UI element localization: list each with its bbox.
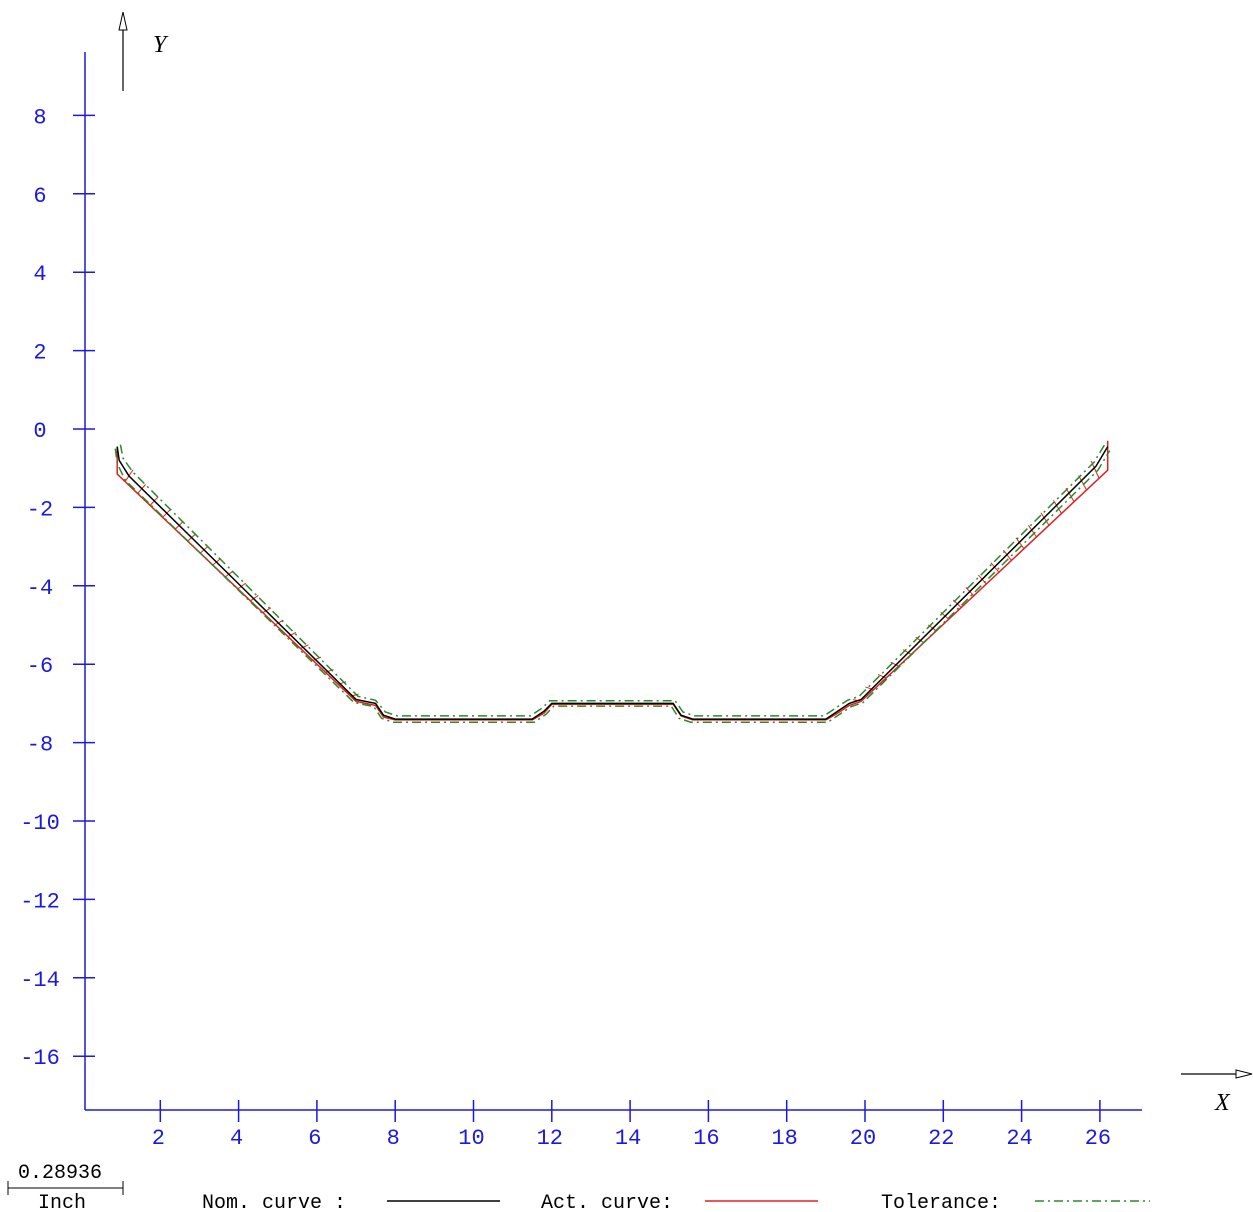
nominal-curve-line xyxy=(116,446,1109,720)
tolerance-upper-line xyxy=(119,442,1107,717)
hatch-line xyxy=(1028,525,1037,538)
legend-label-tolerance: Tolerance: xyxy=(881,1192,1001,1212)
x-tick-label: 22 xyxy=(928,1126,954,1151)
hatch-line xyxy=(287,632,297,638)
y-tick-label: -10 xyxy=(20,811,60,836)
legend: Nom. curve : Act. curve: Tolerance: xyxy=(202,1192,1150,1212)
x-axis-label: X xyxy=(1214,1090,1231,1116)
hatch-line xyxy=(300,644,309,649)
x-tick-label: 16 xyxy=(693,1126,719,1151)
y-direction-arrow-head xyxy=(118,11,128,31)
hatch-line xyxy=(1078,475,1088,491)
actual-curve-line xyxy=(116,440,1109,721)
hatch-line xyxy=(1040,512,1050,526)
axes-group xyxy=(84,11,1253,1111)
y-tick-label: -8 xyxy=(27,733,53,758)
x-tick-label: 4 xyxy=(230,1126,243,1151)
tolerance-lower-line xyxy=(114,448,1111,723)
x-tick-label: 14 xyxy=(615,1126,641,1151)
legend-label-nominal: Nom. curve : xyxy=(202,1192,346,1212)
x-tick-label: 2 xyxy=(152,1126,165,1151)
scale-bar: 0.28936 Inch xyxy=(7,1162,124,1212)
y-tick-label: -4 xyxy=(27,576,53,601)
x-tick-label: 10 xyxy=(458,1126,484,1151)
y-tick-label: -2 xyxy=(27,497,53,522)
x-tick-label: 26 xyxy=(1085,1126,1111,1151)
deviation-hatch-group xyxy=(124,460,1100,702)
x-tick-label: 12 xyxy=(537,1126,563,1151)
x-tick-label: 24 xyxy=(1006,1126,1032,1151)
scale-bar-value: 0.28936 xyxy=(18,1162,102,1185)
hatch-line xyxy=(1053,500,1062,514)
scale-bar-unit: Inch xyxy=(38,1192,86,1212)
x-tick-label: 20 xyxy=(850,1126,876,1151)
y-axis-label: Y xyxy=(153,32,169,58)
hatch-line xyxy=(250,595,259,602)
y-tick-label: 4 xyxy=(33,262,46,287)
y-tick-label: -12 xyxy=(20,889,60,914)
hatch-line xyxy=(877,674,887,679)
x-tick-label: 6 xyxy=(308,1126,321,1151)
y-tick-label: 6 xyxy=(33,184,46,209)
y-tick-label: 8 xyxy=(33,105,46,130)
x-direction-arrow-head xyxy=(1235,1069,1253,1079)
hatch-line xyxy=(312,656,322,661)
y-tick-label: -14 xyxy=(20,968,60,993)
legend-label-actual: Act. curve: xyxy=(541,1192,673,1212)
x-tick-label: 8 xyxy=(387,1126,400,1151)
y-tick-label: -16 xyxy=(20,1046,60,1071)
hatch-line xyxy=(1065,487,1075,502)
x-tick-label: 18 xyxy=(771,1126,797,1151)
y-tick-label: 2 xyxy=(33,341,46,366)
y-tick-label: -6 xyxy=(27,654,53,679)
series-group xyxy=(114,440,1111,723)
y-tick-label: 0 xyxy=(33,419,46,444)
